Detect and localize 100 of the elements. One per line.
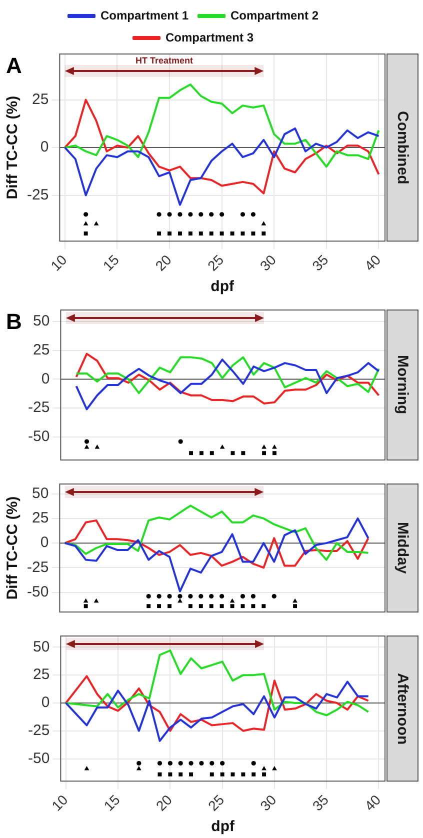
point — [188, 231, 192, 236]
y-tick-label: -25 — [28, 399, 50, 416]
y-tick-label: 0 — [41, 694, 50, 712]
x-tick-label: 30 — [256, 791, 280, 814]
point — [178, 772, 183, 776]
point — [220, 212, 224, 217]
point — [220, 231, 224, 236]
point — [168, 604, 172, 608]
point — [146, 604, 151, 608]
point — [168, 760, 172, 766]
y-tick-label: 0 — [41, 370, 50, 388]
point — [209, 604, 214, 608]
y-tick-label: -25 — [28, 722, 50, 740]
point — [157, 604, 162, 608]
point — [230, 604, 234, 608]
point — [293, 604, 298, 608]
point — [220, 772, 224, 776]
y-tick-label: 0 — [40, 534, 49, 552]
y-tick-label: 25 — [32, 666, 50, 684]
point — [209, 594, 214, 599]
point — [262, 231, 266, 236]
y-tick-label: -50 — [28, 428, 50, 446]
point — [167, 212, 172, 217]
point — [292, 598, 298, 603]
x-tick-label: 40 — [361, 791, 384, 814]
y-tick-label: 25 — [32, 510, 49, 527]
point — [168, 231, 172, 236]
x-axis-title: dpf — [210, 278, 235, 296]
x-tick-label: 10 — [47, 251, 70, 274]
x-tick-label: 35 — [309, 791, 332, 814]
point — [156, 594, 162, 599]
y-axis-title: Diff TC-CC (%) — [4, 496, 22, 600]
point — [136, 760, 142, 766]
y-tick-label: 0 — [40, 138, 49, 156]
y-axis-title: Diff TC-CC (%) — [4, 96, 22, 200]
x-tick-label: 20 — [152, 791, 176, 814]
y-tick-label: 25 — [32, 90, 49, 108]
x-axis-title: dpf — [211, 818, 236, 836]
point — [188, 594, 193, 599]
point — [230, 231, 234, 236]
point — [262, 604, 266, 608]
point — [167, 594, 172, 599]
point — [168, 772, 172, 776]
x-tick-label: 20 — [152, 251, 175, 274]
y-tick-label: 50 — [32, 312, 50, 330]
y2-axis-title: Morning — [387, 310, 418, 460]
point — [220, 594, 224, 599]
point — [250, 594, 256, 599]
x-tick-label: 25 — [204, 251, 227, 274]
point — [178, 760, 183, 766]
point — [251, 231, 256, 236]
point — [209, 231, 214, 236]
point — [251, 760, 256, 766]
y-tick-label: -50 — [28, 750, 50, 767]
y-tick-label: 50 — [32, 484, 49, 502]
y2-axis-title: Afternoon — [387, 636, 418, 782]
legend-label: Compartment 1 — [100, 8, 189, 22]
x-tick-label: 40 — [361, 251, 384, 274]
point — [198, 212, 204, 217]
x-tick-label: 35 — [308, 251, 332, 274]
point — [251, 604, 256, 608]
point — [189, 772, 194, 776]
x-tick-label: 15 — [100, 791, 124, 814]
point — [188, 212, 193, 217]
point — [240, 594, 246, 599]
point — [146, 594, 151, 599]
legend-label: Compartment 2 — [230, 8, 319, 22]
point — [83, 221, 88, 226]
point — [220, 604, 224, 608]
point — [210, 772, 214, 776]
legend-label: Compartment 3 — [165, 30, 254, 44]
point — [84, 231, 88, 236]
point — [198, 604, 203, 608]
point — [262, 772, 266, 776]
point — [157, 231, 162, 236]
point — [241, 772, 246, 776]
point — [178, 598, 182, 603]
point — [84, 604, 88, 608]
x-tick-label: 30 — [256, 251, 280, 274]
point — [188, 604, 192, 608]
point — [209, 212, 214, 217]
y-tick-label: -25 — [26, 558, 49, 576]
point — [156, 212, 162, 217]
point — [240, 212, 246, 217]
point — [178, 594, 182, 599]
point — [178, 231, 182, 236]
point — [94, 221, 99, 226]
point — [84, 212, 88, 217]
point — [94, 598, 99, 603]
point — [220, 760, 225, 766]
point — [252, 772, 256, 776]
point — [261, 221, 266, 226]
y-tick-label: 25 — [32, 342, 50, 359]
point — [178, 212, 182, 217]
point — [157, 760, 162, 766]
text: B — [6, 309, 22, 334]
y-tick-label: -25 — [26, 186, 49, 204]
point — [198, 594, 204, 599]
point — [188, 760, 194, 766]
x-tick-label: 25 — [204, 791, 228, 814]
